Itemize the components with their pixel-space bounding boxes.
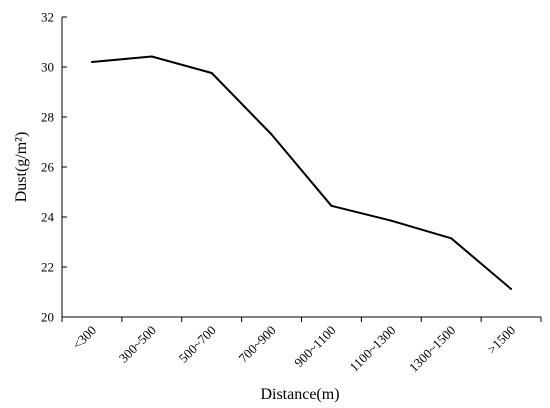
x-tick-label: <300: [69, 323, 99, 353]
x-tick-label: 1300~1500: [406, 323, 458, 375]
x-tick-label: 500~700: [176, 323, 219, 366]
data-point: [150, 55, 153, 58]
x-tick-label: 300~500: [116, 323, 159, 366]
y-tick-label: 24: [41, 210, 55, 225]
x-tick-label: 900~1100: [291, 323, 338, 370]
y-tick-label: 32: [41, 10, 54, 25]
y-tick-label: 28: [41, 110, 54, 125]
x-axis-ticks: <300 300~500 500~700 700~900 900~1100 1100~13…: [61, 317, 542, 375]
x-axis-title: Distance(m): [260, 386, 339, 403]
data-point: [270, 133, 273, 136]
y-tick-label: 30: [41, 60, 54, 75]
axes: [61, 17, 541, 318]
y-tick-label: 22: [41, 260, 54, 275]
data-point: [90, 61, 93, 63]
data-point: [210, 72, 213, 74]
x-tick-label: >1500: [484, 323, 518, 357]
y-axis-title: Dust(g/m²): [13, 132, 30, 203]
data-point: [330, 204, 333, 207]
data-point: [510, 288, 513, 290]
x-tick-label: 700~900: [236, 323, 279, 366]
series-layer: [90, 55, 513, 290]
y-tick-label: 26: [41, 160, 55, 175]
y-tick-label: 20: [41, 310, 54, 325]
y-axis-ticks: 20 22 24 26 28 30 32: [41, 10, 67, 325]
x-tick-label: 1100~1300: [346, 323, 398, 375]
data-point: [450, 237, 453, 240]
series-line: [91, 55, 512, 290]
data-point: [390, 219, 393, 222]
